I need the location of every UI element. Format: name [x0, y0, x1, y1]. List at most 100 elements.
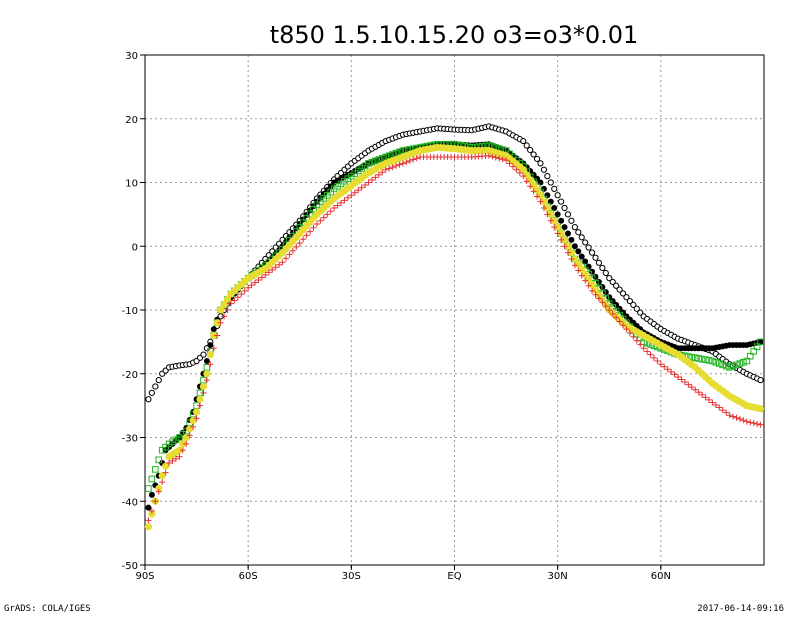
- x-tick-label: 30N: [548, 571, 568, 582]
- data-point: [757, 338, 764, 346]
- data-point: [403, 159, 410, 166]
- data-point: [574, 260, 582, 268]
- data-point: [699, 391, 706, 398]
- data-point: [526, 176, 534, 184]
- data-point: [307, 228, 314, 235]
- data-point: [206, 351, 214, 359]
- data-point: [540, 205, 547, 211]
- data-point: [162, 469, 169, 476]
- data-point: [595, 295, 602, 302]
- data-point: [155, 377, 162, 384]
- data-point: [203, 377, 210, 384]
- data-point: [722, 362, 730, 370]
- data-point: [148, 510, 156, 518]
- data-point: [595, 259, 603, 266]
- data-point: [303, 232, 310, 239]
- data-point: [393, 162, 400, 169]
- data-point: [286, 251, 293, 258]
- data-point: [599, 284, 606, 291]
- data-point: [485, 152, 492, 159]
- data-point: [234, 294, 241, 301]
- grid: [145, 55, 764, 565]
- data-point: [179, 440, 187, 448]
- data-point: [589, 268, 596, 275]
- data-point: [324, 211, 331, 218]
- data-point: [613, 314, 620, 321]
- data-point: [606, 275, 613, 282]
- data-point: [248, 282, 255, 289]
- data-point: [172, 455, 179, 462]
- data-point: [560, 236, 569, 244]
- data-point: [310, 205, 317, 213]
- data-point: [540, 198, 548, 206]
- data-point: [692, 386, 699, 393]
- data-point: [523, 178, 530, 185]
- data-point: [585, 275, 593, 283]
- data-point: [213, 319, 221, 327]
- data-point: [313, 220, 320, 227]
- data-point: [602, 289, 609, 296]
- data-point: [365, 179, 372, 186]
- data-point: [372, 174, 379, 181]
- data-point: [145, 396, 152, 403]
- data-point: [544, 173, 551, 180]
- x-tick-label: 60N: [651, 571, 671, 582]
- y-tick-label: -50: [122, 561, 138, 572]
- data-point: [757, 377, 764, 384]
- data-point: [375, 156, 383, 163]
- data-point: [582, 277, 589, 284]
- data-point: [203, 358, 210, 364]
- data-point: [661, 363, 668, 370]
- data-point: [544, 192, 551, 199]
- data-point: [516, 169, 523, 176]
- data-point: [262, 271, 269, 278]
- data-point: [341, 197, 348, 204]
- data-point: [155, 488, 162, 495]
- data-point: [592, 291, 599, 298]
- data-point: [210, 326, 217, 333]
- data-point: [633, 337, 640, 344]
- chart-title: t850 1.5.10.15.20 o3=o3*0.01: [270, 21, 639, 49]
- x-tick-label: 90S: [135, 571, 154, 582]
- data-point: [324, 187, 331, 194]
- data-point: [310, 224, 317, 231]
- data-point: [355, 187, 362, 194]
- data-point: [358, 184, 365, 191]
- data-point: [698, 355, 706, 363]
- y-tick-label: 20: [125, 115, 138, 126]
- data-point: [740, 358, 747, 366]
- data-point: [620, 322, 627, 329]
- data-point: [193, 415, 200, 422]
- data-point: [681, 379, 688, 386]
- data-point: [606, 307, 613, 313]
- data-point: [561, 224, 568, 231]
- data-point: [529, 181, 538, 189]
- footer-timestamp: 2017-06-14-09:16: [697, 604, 784, 614]
- x-tick-label: 60S: [239, 571, 258, 582]
- data-point: [255, 277, 262, 284]
- data-point: [320, 214, 327, 221]
- data-point: [210, 345, 217, 352]
- data-point: [217, 319, 224, 326]
- data-point: [176, 453, 183, 460]
- data-point: [664, 366, 671, 373]
- data-point: [578, 253, 585, 260]
- data-point: [705, 396, 712, 403]
- data-point: [558, 198, 565, 205]
- data-point: [144, 523, 153, 531]
- data-point: [602, 269, 609, 277]
- data-point: [558, 236, 565, 243]
- data-point: [175, 446, 183, 454]
- data-point: [551, 224, 558, 231]
- data-point: [217, 306, 225, 314]
- data-point: [351, 189, 358, 196]
- data-point: [716, 404, 723, 411]
- data-point: [327, 208, 334, 215]
- data-point: [685, 381, 692, 388]
- data-point: [375, 171, 382, 178]
- data-point: [534, 175, 541, 182]
- data-point: [746, 352, 754, 360]
- data-point: [599, 264, 606, 272]
- data-point: [599, 299, 606, 306]
